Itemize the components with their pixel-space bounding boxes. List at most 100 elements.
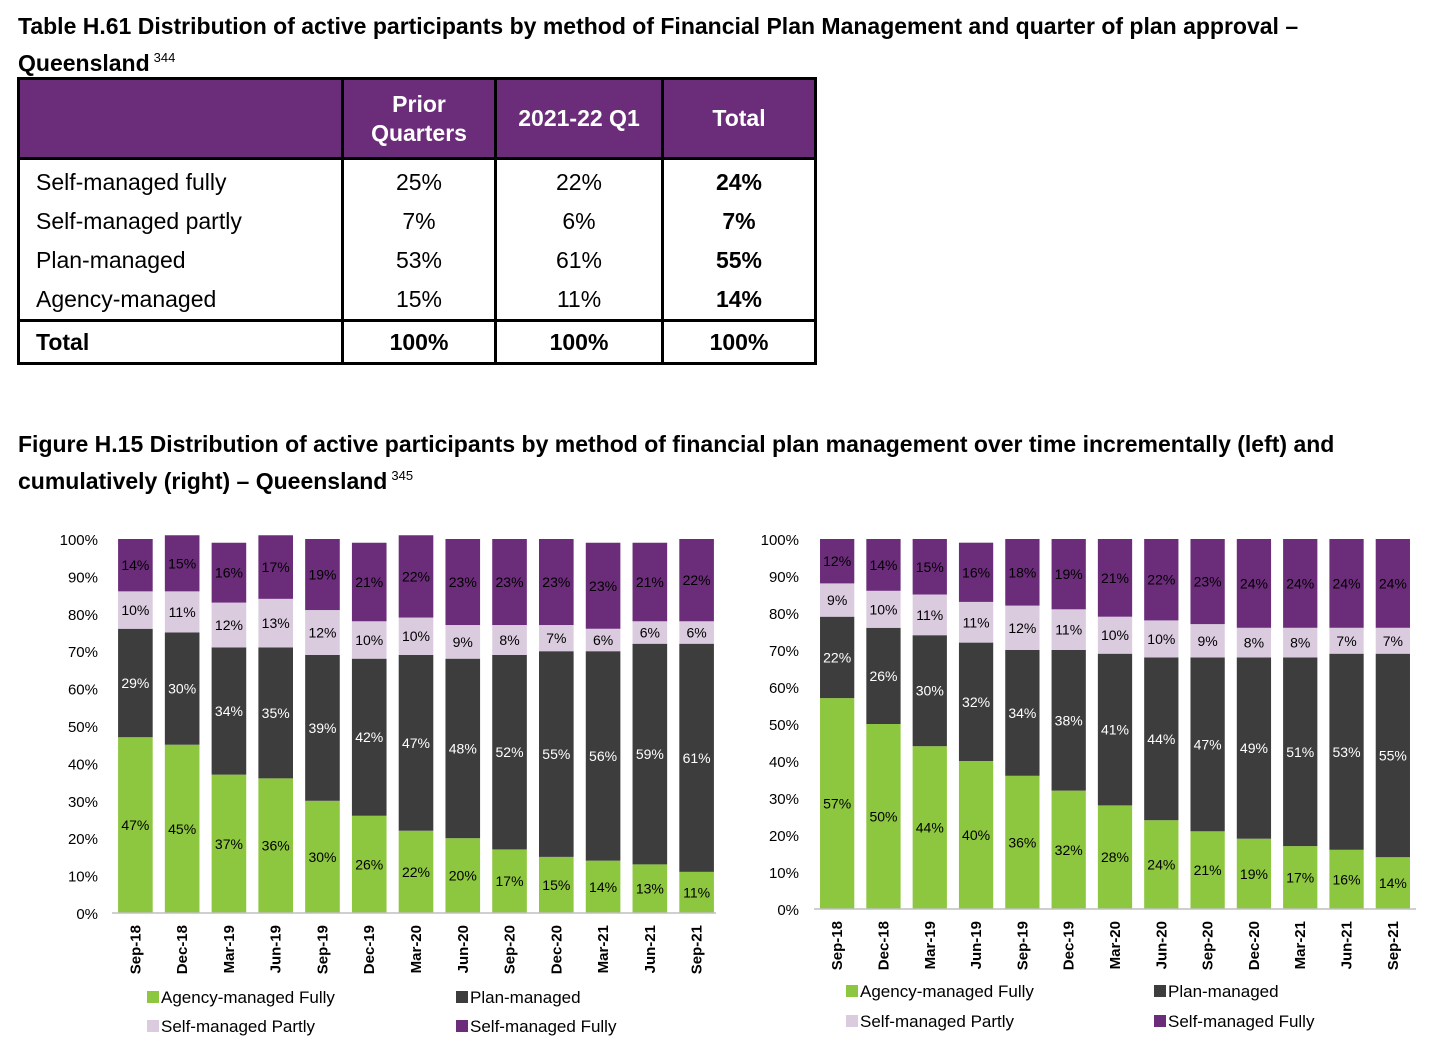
header-total: Total	[661, 78, 816, 160]
x-tick-label: Sep-21	[689, 925, 706, 974]
y-tick-label: 30%	[68, 794, 98, 811]
bar-segment	[1190, 539, 1225, 625]
data-label: 10%	[355, 632, 383, 648]
bar-segment	[820, 616, 855, 699]
y-tick-label: 30%	[769, 791, 799, 808]
data-label: 47%	[1194, 736, 1222, 752]
data-label: 52%	[496, 744, 524, 760]
legend-swatch	[1154, 1015, 1166, 1027]
cell-prior: 15%	[341, 280, 496, 321]
data-label: 39%	[308, 720, 336, 736]
table-title: Table H.61 Distribution of active partic…	[18, 13, 1299, 76]
x-tick-label: Sep-18	[829, 921, 846, 970]
bar-segment	[398, 535, 434, 618]
data-label: 36%	[1008, 834, 1036, 850]
data-label: 44%	[916, 820, 944, 836]
data-label: 6%	[593, 632, 613, 648]
bar-segment	[679, 643, 714, 872]
x-tick-label: Mar-20	[1107, 921, 1124, 969]
data-label: 37%	[215, 836, 243, 852]
bar-segment	[118, 539, 153, 592]
table-row: Self-managed partly 7% 6% 7%	[19, 202, 816, 241]
data-label: 22%	[823, 649, 851, 665]
y-tick-label: 70%	[769, 643, 799, 660]
bar-segment	[305, 800, 340, 913]
data-label: 21%	[1194, 862, 1222, 878]
bar-segment	[445, 539, 481, 626]
legend-label: Self-managed Fully	[470, 1017, 617, 1036]
bar-segment	[164, 591, 200, 633]
y-tick-label: 90%	[769, 569, 799, 586]
cumulative-chart: 0% 10% 20% 30% 40% 50% 60% 70% 80% 90% 100% 57% 22% 9…	[761, 532, 1416, 1031]
bar-segment	[258, 778, 293, 913]
bar-segment	[1236, 657, 1272, 839]
table-row: Plan-managed 53% 61% 55%	[19, 241, 816, 280]
bar-segment	[1375, 653, 1410, 858]
data-label: 24%	[1379, 575, 1407, 591]
data-label: 18%	[1008, 564, 1036, 580]
bar-segment	[632, 542, 668, 622]
data-label: 10%	[1147, 631, 1175, 647]
bar-segment	[866, 724, 901, 909]
bar-segment	[1051, 609, 1086, 650]
x-tick-label: Dec-20	[548, 925, 565, 974]
data-label: 34%	[1008, 705, 1036, 721]
x-tick-label: Sep-21	[1385, 921, 1402, 970]
figure-footnote-ref: 345	[391, 468, 414, 483]
bar-segment	[866, 539, 901, 591]
table-row: Self-managed fully 25% 22% 24%	[19, 158, 816, 202]
y-tick-label: 10%	[68, 869, 98, 886]
row-label: Total	[18, 319, 343, 364]
data-label: 48%	[449, 740, 477, 756]
row-label: Self-managed fully	[36, 169, 227, 195]
table-row: Agency-managed 15% 11% 14%	[19, 280, 816, 321]
bar-segment	[912, 746, 947, 909]
data-label: 29%	[121, 675, 149, 691]
legend-swatch	[1154, 985, 1166, 997]
legend-label: Plan-managed	[470, 988, 581, 1007]
bar-segment	[1190, 624, 1225, 658]
data-label: 55%	[542, 746, 570, 762]
bar-segment	[820, 583, 855, 617]
data-label: 13%	[636, 881, 664, 897]
x-tick-label: Mar-20	[408, 925, 425, 973]
incremental-chart: 0% 10% 20% 30% 40% 50% 60% 70% 80% 90% 100% 47% 29% 1…	[60, 532, 716, 1036]
bar-segment	[1005, 775, 1040, 909]
bar-segment	[1329, 539, 1364, 628]
x-tick-label: Dec-20	[1246, 921, 1263, 970]
data-label: 12%	[215, 617, 243, 633]
data-label: 7%	[1336, 633, 1356, 649]
data-label: 21%	[636, 574, 664, 590]
bar-segment	[912, 635, 947, 747]
bar-segment	[912, 539, 947, 595]
cell-q1: 11%	[494, 280, 663, 321]
bar-segment	[1236, 838, 1272, 909]
bar-segment	[585, 651, 621, 861]
bar-segment	[866, 627, 901, 724]
table-footnote-ref: 344	[153, 50, 176, 65]
data-label: 24%	[1240, 575, 1268, 591]
bar-segment	[492, 849, 527, 913]
data-label: 23%	[496, 574, 524, 590]
data-label: 10%	[1101, 627, 1129, 643]
data-label: 40%	[962, 827, 990, 843]
bar-segment	[258, 535, 293, 599]
x-tick-label: Mar-21	[1292, 921, 1309, 969]
y-tick-label: 50%	[769, 717, 799, 734]
header-2021-22-q1: 2021-22 Q1	[494, 78, 663, 160]
bar-segment	[445, 658, 481, 839]
bar-segment	[679, 539, 714, 622]
bar-segment	[445, 625, 481, 659]
x-tick-label: Jun-19	[968, 921, 985, 969]
y-tick-label: 70%	[68, 644, 98, 661]
header-blank	[18, 78, 343, 160]
bar-segment	[1236, 627, 1272, 658]
data-label: 44%	[1147, 731, 1175, 747]
bar-segment	[351, 658, 387, 816]
x-tick-label: Jun-21	[642, 925, 659, 973]
data-label: 23%	[1194, 574, 1222, 590]
data-label: 22%	[402, 864, 430, 880]
data-label: 11%	[916, 607, 943, 623]
data-label: 14%	[1379, 875, 1407, 891]
data-label: 28%	[1101, 849, 1129, 865]
